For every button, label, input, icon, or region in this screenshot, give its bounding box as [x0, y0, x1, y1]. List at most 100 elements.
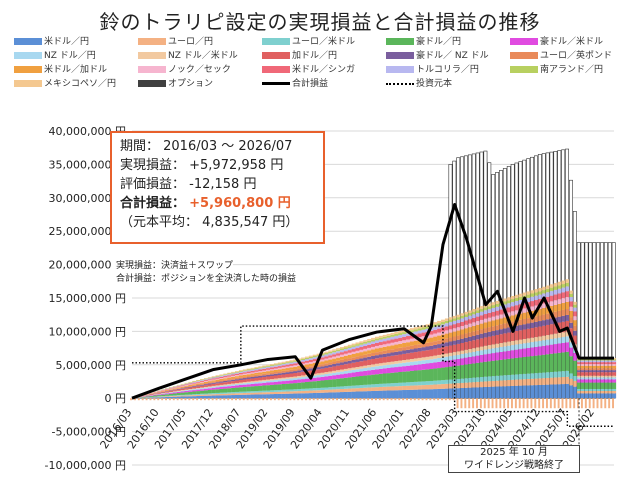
profit-bar-segment	[577, 379, 582, 383]
profit-bar-segment	[250, 368, 255, 370]
profit-bar-segment	[382, 365, 387, 369]
profit-bar-segment	[200, 394, 205, 396]
profit-bar-segment	[304, 390, 310, 394]
profit-bar-segment	[184, 396, 189, 399]
profit-bar-segment	[545, 292, 551, 297]
profit-bar-segment	[499, 386, 504, 399]
profit-bar-segment	[553, 294, 558, 301]
negative-bar	[456, 398, 459, 409]
profit-bar-segment	[561, 342, 566, 353]
profit-bar-segment	[600, 377, 605, 380]
profit-bar-segment	[266, 374, 271, 377]
profit-bar-segment	[557, 337, 562, 344]
profit-bar-segment	[332, 386, 337, 390]
profit-bar-segment	[507, 386, 512, 399]
profit-bar-segment	[246, 386, 251, 392]
profit-bar-segment	[503, 328, 508, 334]
profit-bar-segment	[336, 370, 341, 373]
profit-bar-segment	[227, 375, 232, 377]
profit-bar-segment	[584, 379, 589, 383]
negative-bar	[312, 398, 315, 401]
y-tick-label: 20,000,000 円	[49, 259, 126, 272]
profit-bar-segment	[297, 375, 302, 378]
profit-bar-segment	[479, 338, 484, 347]
negative-bar	[565, 398, 568, 409]
profit-bar-segment	[262, 375, 267, 377]
profit-bar-segment	[526, 328, 531, 339]
profit-bar-segment	[542, 325, 547, 336]
profit-bar-segment	[507, 341, 512, 346]
profit-bar-segment	[231, 385, 236, 388]
profit-bar-segment	[343, 373, 348, 378]
principal-text: （元本平均： 4,835,547 円）	[120, 215, 299, 230]
profit-bar-segment	[542, 303, 547, 308]
profit-bar-segment	[507, 350, 512, 359]
profit-bar-segment	[262, 379, 267, 382]
profit-bar-segment	[382, 334, 387, 337]
profit-bar-segment	[460, 315, 465, 319]
profit-bar-segment	[371, 339, 376, 342]
total-profit-line	[131, 202, 614, 400]
profit-bar-segment	[518, 379, 523, 386]
profit-bar-segment	[565, 376, 570, 384]
profit-bar-segment	[371, 355, 376, 359]
profit-bar-segment	[394, 351, 399, 356]
profit-bar-segment	[421, 336, 426, 340]
profit-bar-segment	[180, 395, 185, 397]
profit-bar-segment	[227, 377, 232, 380]
profit-bar-segment	[429, 369, 434, 381]
legend-label: NZ ドル／米ドル	[168, 51, 238, 61]
profit-bar-segment	[235, 379, 240, 381]
profit-bar-segment	[316, 353, 321, 356]
negative-bar	[557, 398, 560, 409]
negative-bar	[301, 398, 304, 401]
profit-bar-segment	[207, 377, 212, 378]
profit-bar-segment	[612, 362, 617, 365]
profit-bar-segment	[266, 373, 271, 375]
legend-item: NZ ドル／米ドル	[138, 50, 238, 63]
profit-bar-segment	[534, 316, 539, 322]
profit-bar-segment	[273, 390, 278, 392]
profit-bar-segment	[549, 371, 554, 378]
profit-bar-segment	[359, 352, 364, 356]
profit-bar-segment	[538, 336, 543, 341]
profit-bar-segment	[254, 380, 259, 383]
profit-bar-segment	[320, 357, 325, 360]
profit-bar-segment	[406, 382, 411, 386]
profit-bar-segment	[320, 364, 325, 367]
negative-bar	[577, 398, 580, 409]
profit-bar-segment	[503, 301, 508, 305]
profit-bar-segment	[219, 387, 224, 389]
legend-item: ユーロ／米ドル	[262, 36, 355, 49]
profit-bar-segment	[203, 380, 208, 382]
profit-bar-segment	[561, 287, 566, 293]
profit-bar-segment	[409, 338, 414, 342]
profit-bar-segment	[382, 373, 387, 384]
profit-bar-segment	[483, 376, 488, 382]
profit-bar-segment	[522, 357, 527, 374]
profit-bar-segment	[223, 393, 228, 396]
profit-bar-segment	[223, 388, 228, 393]
profit-bar-segment	[293, 365, 298, 367]
profit-bar-segment	[425, 324, 430, 327]
profit-bar-segment	[503, 298, 508, 302]
profit-bar-segment	[491, 305, 496, 308]
profit-bar-segment	[215, 385, 220, 387]
profit-bar-segment	[270, 365, 275, 367]
profit-bar-segment	[192, 386, 197, 387]
profit-bar-segment	[316, 367, 321, 370]
negative-bar	[421, 398, 424, 401]
profit-bar-segment	[452, 328, 457, 332]
profit-bar-segment	[266, 392, 271, 395]
profit-bar-segment	[479, 315, 484, 320]
legend-swatch	[14, 38, 42, 45]
profit-bar-segment	[211, 394, 216, 396]
profit-bar-segment	[592, 377, 597, 380]
profit-bar-segment	[347, 358, 352, 361]
profit-bar-segment	[503, 317, 508, 324]
profit-bar-segment	[363, 368, 368, 371]
profit-bar-segment	[600, 372, 605, 376]
profit-bar-segment	[207, 377, 212, 379]
profit-bar-segment	[511, 350, 516, 359]
profit-bar-segment	[534, 300, 539, 306]
